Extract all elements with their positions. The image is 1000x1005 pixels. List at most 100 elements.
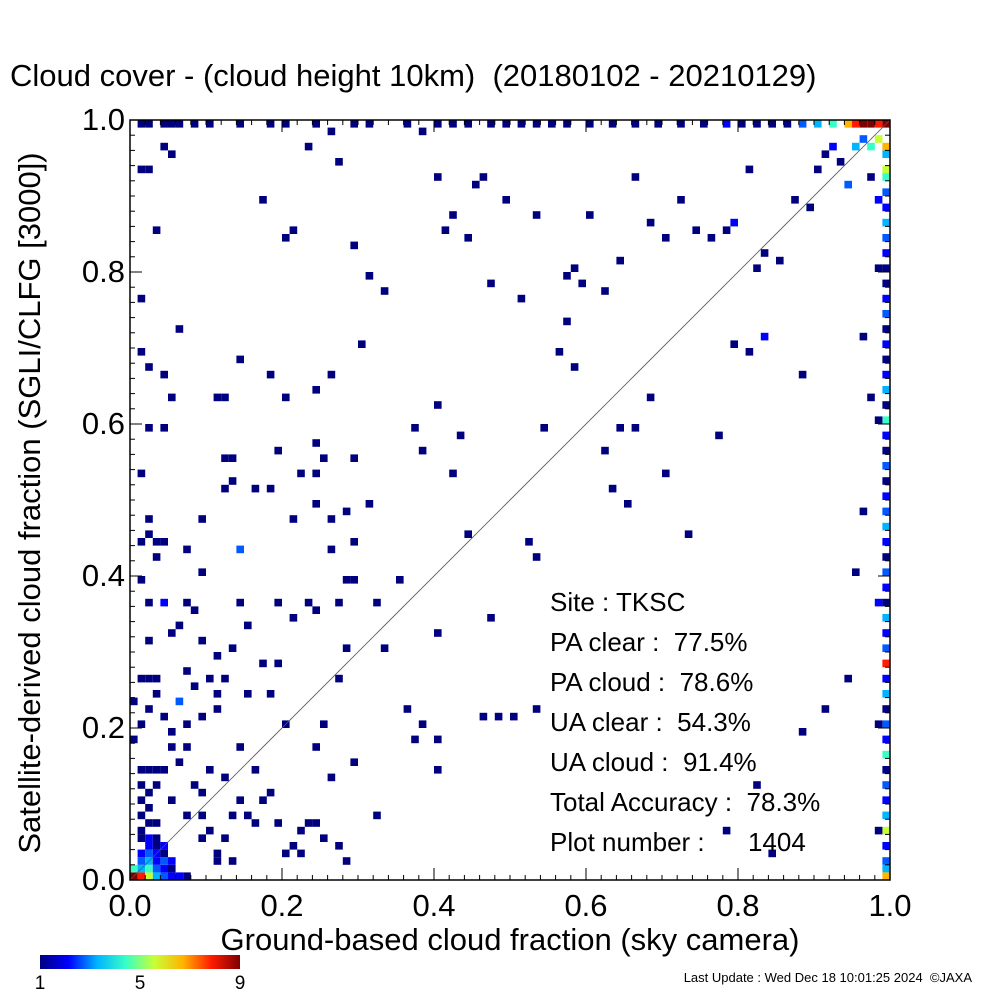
heatmap-cell	[373, 811, 381, 820]
heatmap-cell	[373, 598, 381, 607]
heatmap-cell	[137, 576, 146, 584]
heatmap-cell	[160, 766, 168, 774]
heatmap-cell	[137, 781, 146, 789]
heatmap-cell	[152, 674, 161, 683]
heatmap-cell	[145, 766, 153, 774]
heatmap-cell	[175, 758, 184, 766]
heatmap-cell	[760, 332, 769, 341]
heatmap-cell	[882, 386, 890, 394]
heatmap-cell	[244, 690, 252, 698]
heatmap-cell	[464, 530, 472, 538]
heatmap-cell	[882, 234, 890, 242]
heatmap-cell	[137, 469, 146, 478]
heatmap-cell	[882, 857, 890, 865]
heatmap-cell	[160, 849, 168, 858]
heatmap-cell	[152, 857, 161, 865]
heatmap-cell	[183, 667, 191, 675]
heatmap-cell	[836, 158, 845, 166]
heatmap-cell	[236, 743, 244, 751]
heatmap-cell	[882, 690, 890, 698]
heatmap-cell	[160, 538, 168, 546]
heatmap-cell	[434, 401, 442, 409]
heatmap-cell	[289, 614, 298, 622]
heatmap-cell	[137, 766, 146, 774]
heatmap-cell	[882, 492, 890, 500]
heatmap-cell	[335, 674, 343, 683]
heatmap-cell	[867, 393, 875, 402]
heatmap-cell	[183, 545, 191, 554]
y-tick-label: 0.8	[81, 254, 125, 289]
heatmap-cell	[852, 120, 860, 128]
heatmap-cell	[464, 234, 472, 242]
heatmap-cell	[350, 241, 358, 250]
heatmap-cell	[555, 348, 564, 356]
heatmap-cell	[882, 477, 890, 485]
heatmap-cell	[753, 781, 761, 789]
heatmap-cell	[198, 515, 206, 523]
heatmap-cell	[882, 325, 890, 333]
heatmap-cell	[350, 576, 358, 584]
heatmap-cell	[608, 120, 617, 128]
heatmap-cell	[631, 424, 640, 432]
heatmap-cell	[586, 211, 594, 219]
stat-plot-number: Plot number : 1404	[550, 827, 806, 857]
heatmap-cell	[168, 872, 176, 880]
heatmap-cell	[145, 424, 153, 432]
heatmap-cell	[722, 226, 731, 234]
heatmap-cell	[266, 120, 275, 128]
heatmap-cell	[730, 340, 738, 348]
heatmap-cell	[753, 264, 761, 272]
heatmap-cell	[760, 249, 769, 257]
heatmap-cell	[434, 735, 442, 744]
heatmap-cell	[753, 120, 761, 128]
heatmap-cell	[548, 120, 556, 128]
heatmap-cell	[380, 644, 389, 652]
heatmap-cell	[882, 796, 890, 804]
heatmap-cell	[882, 203, 890, 212]
heatmap-cell	[137, 857, 146, 865]
heatmap-cell	[350, 538, 358, 546]
heatmap-cell	[487, 120, 495, 128]
heatmap-cell	[289, 515, 298, 523]
heatmap-cell	[198, 568, 206, 576]
heatmap-cell	[882, 826, 890, 835]
heatmap-cell	[798, 728, 807, 736]
heatmap-cell	[570, 363, 579, 371]
heatmap-cell	[297, 469, 305, 478]
heatmap-cell	[776, 256, 784, 265]
heatmap-cell	[365, 272, 374, 280]
heatmap-cell	[882, 310, 890, 318]
heatmap-cell	[882, 842, 890, 850]
heatmap-cell	[882, 538, 890, 546]
stat-site: Site : TKSC	[550, 587, 686, 617]
heatmap-cell	[213, 849, 222, 858]
heatmap-cell	[297, 849, 305, 858]
heatmap-cell	[434, 629, 442, 637]
heatmap-cell	[236, 545, 244, 554]
heatmap-cell	[768, 120, 776, 128]
heatmap-cell	[882, 750, 890, 759]
heatmap-cell	[137, 674, 146, 683]
heatmap-cell	[342, 507, 351, 516]
heatmap-cell	[722, 120, 731, 128]
heatmap-cell	[358, 340, 366, 348]
heatmap-cell	[502, 120, 510, 128]
heatmap-cell	[487, 279, 495, 288]
heatmap-cell	[882, 568, 890, 576]
heatmap-cell	[882, 431, 890, 440]
heatmap-cell	[882, 811, 890, 820]
heatmap-cell	[532, 705, 541, 713]
heatmap-cell	[867, 173, 875, 181]
heatmap-cell	[662, 469, 670, 478]
heatmap-cell	[228, 811, 237, 820]
heatmap-cell	[312, 439, 320, 447]
heatmap-cell	[882, 507, 890, 516]
heatmap-cell	[145, 864, 153, 873]
heatmap-cell	[578, 279, 586, 288]
heatmap-cell	[168, 629, 176, 637]
heatmap-cell	[502, 196, 510, 204]
heatmap-cell	[266, 690, 275, 698]
heatmap-cell	[335, 842, 343, 850]
heatmap-cell	[282, 234, 290, 242]
x-tick-label: 0.0	[108, 888, 152, 923]
